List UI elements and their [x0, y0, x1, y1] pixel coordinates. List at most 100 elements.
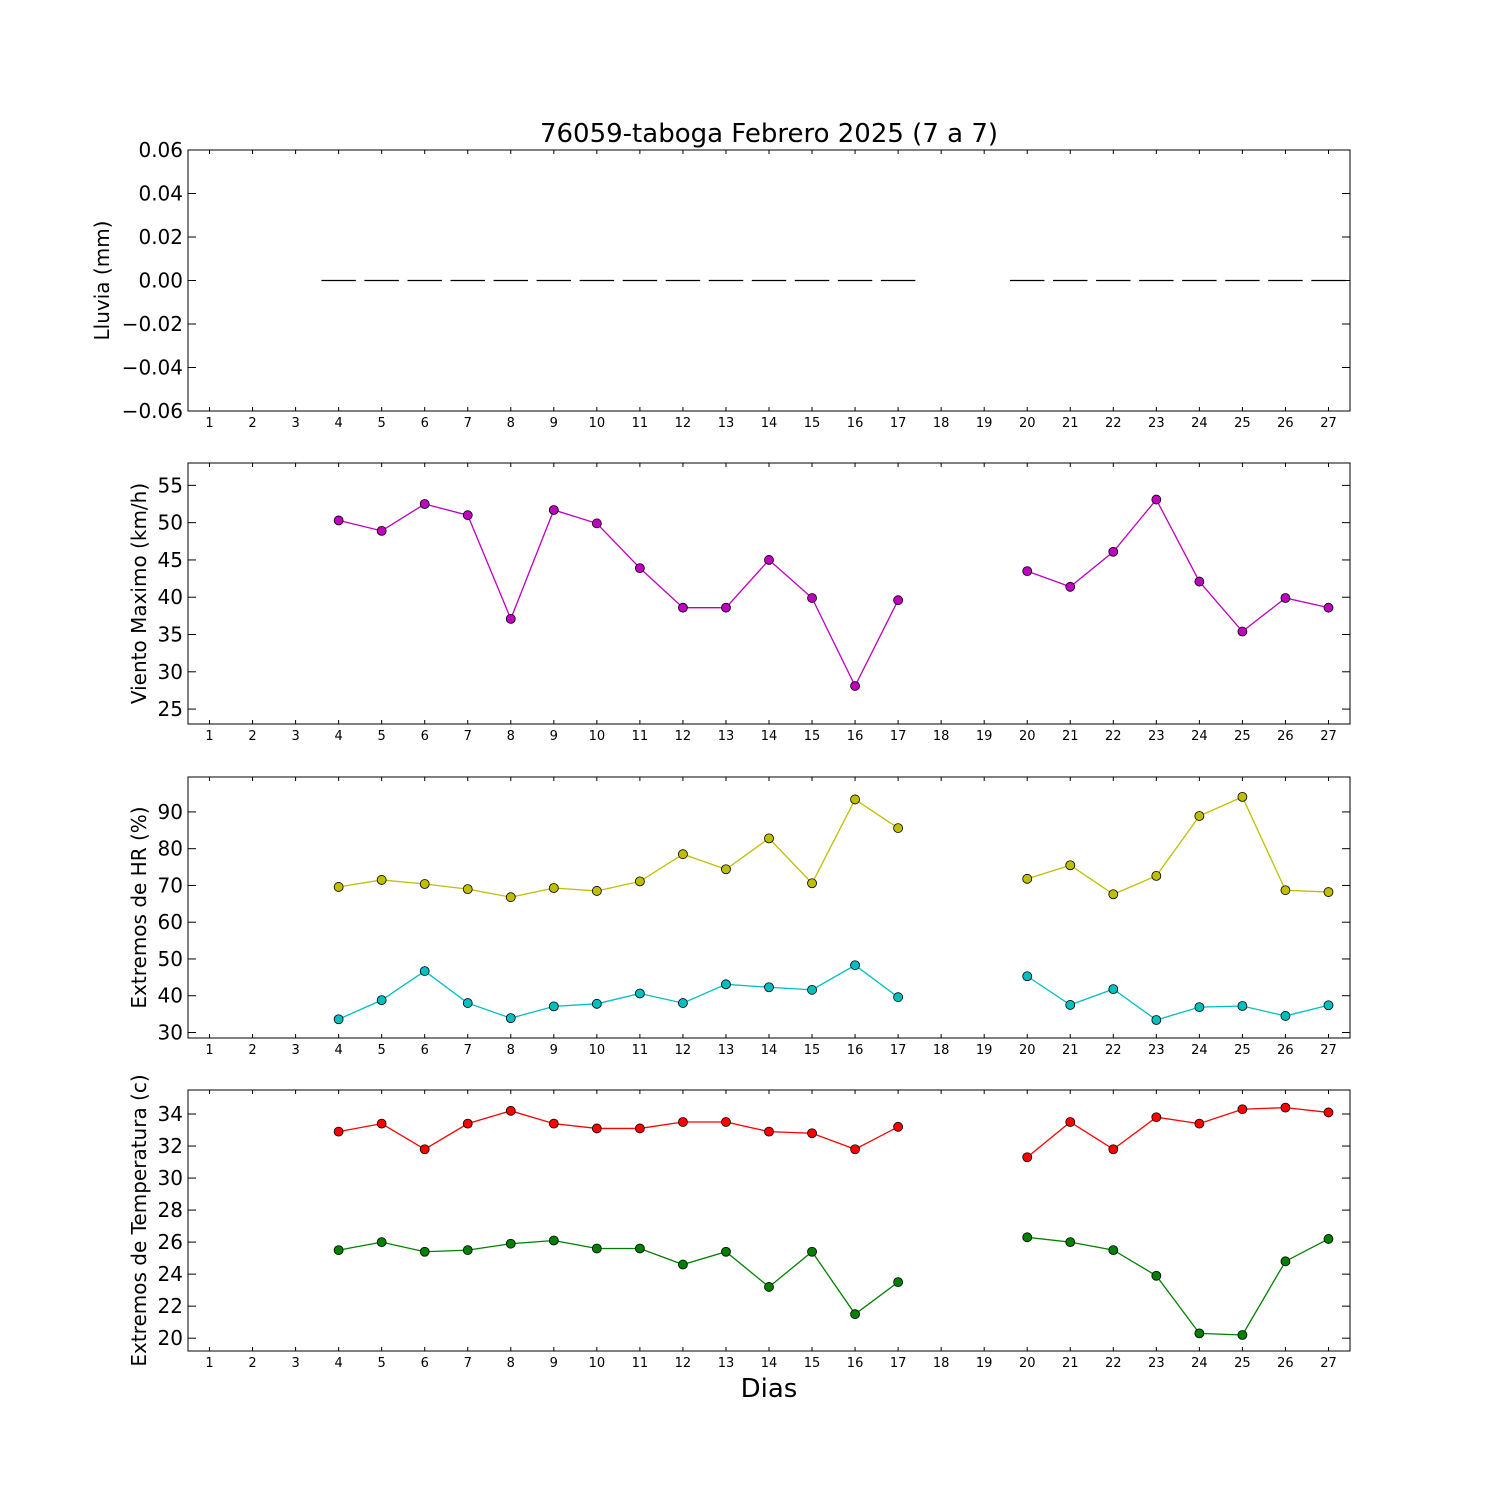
hr_min-point — [1151, 1015, 1162, 1025]
wind-series-line — [338, 498, 1329, 688]
rain-x-tick-label: 21 — [1062, 416, 1079, 431]
wind-point — [505, 613, 516, 624]
hr_min-point — [591, 998, 602, 1009]
temp_min-point — [678, 1259, 688, 1270]
hr_min-point — [1065, 1000, 1076, 1010]
wind-point — [333, 515, 344, 526]
rain-x-tick-label: 10 — [589, 416, 606, 431]
hr_max-series-line — [338, 795, 1329, 898]
hr-y-tick-label: 40 — [158, 984, 183, 1008]
x-axis-label: Dias — [741, 1374, 798, 1404]
hr_max-point — [850, 794, 860, 805]
temp_min-point — [1022, 1232, 1033, 1243]
hr_max-point — [807, 878, 817, 889]
temp_min-point — [462, 1245, 473, 1256]
wind-x-tick-label: 1 — [205, 729, 213, 744]
wind-x-tick-label: 19 — [976, 729, 993, 744]
hr-x-tick-label: 10 — [589, 1043, 606, 1058]
wind-x-tick-label: 2 — [248, 729, 256, 744]
wind-x-tick-label: 10 — [589, 729, 606, 744]
hr-x-tick-label: 5 — [378, 1043, 386, 1058]
wind-point — [419, 499, 430, 509]
temperature-x-tick-label: 12 — [675, 1356, 692, 1371]
wind-y-tick-label: 45 — [158, 548, 183, 572]
temperature-x-tick-label: 8 — [507, 1356, 515, 1371]
hr_min-point — [1022, 971, 1033, 982]
hr_min-point — [893, 992, 904, 1003]
wind-x-tick-label: 27 — [1320, 729, 1337, 744]
rain-x-tick-label: 12 — [675, 416, 692, 431]
temp_max-point — [1151, 1112, 1162, 1123]
rain-x-tick-label: 20 — [1019, 416, 1036, 431]
wind-point — [376, 525, 387, 536]
hr_min-point — [1280, 1011, 1291, 1021]
temp_max-point — [1194, 1118, 1205, 1129]
wind-x-tick-label: 24 — [1191, 729, 1208, 744]
rain-x-tick-label: 25 — [1234, 416, 1251, 431]
temperature-x-tick-label: 9 — [550, 1356, 558, 1371]
wind-x-tick-label: 20 — [1019, 729, 1036, 744]
hr-x-tick-label: 9 — [550, 1043, 558, 1058]
temperature-x-tick-label: 7 — [464, 1356, 472, 1371]
temp_min-point — [721, 1246, 731, 1257]
temperature-x-tick-label: 17 — [890, 1356, 907, 1371]
hr_max-point — [1022, 873, 1033, 884]
temp_min-point — [1065, 1237, 1076, 1248]
hr_min-point — [764, 982, 774, 993]
temp_max-point — [376, 1118, 387, 1129]
hr_min-point — [505, 1013, 516, 1024]
hr-x-tick-label: 12 — [675, 1043, 692, 1058]
temp_max-point — [1237, 1104, 1248, 1115]
hr_min-point — [634, 988, 645, 999]
rain-x-tick-label: 11 — [632, 416, 649, 431]
wind-point — [807, 593, 817, 603]
hr_max-point — [333, 882, 344, 892]
wind-point — [1237, 626, 1248, 637]
wind-point — [721, 602, 731, 613]
temperature-y-tick-label: 26 — [158, 1230, 183, 1254]
wind-point — [893, 595, 904, 606]
wind-point — [634, 563, 645, 574]
temperature-y-tick-label: 24 — [158, 1262, 183, 1286]
rain-x-tick-label: 13 — [718, 416, 735, 431]
wind-x-tick-label: 22 — [1105, 729, 1122, 744]
wind-x-tick-label: 11 — [632, 729, 649, 744]
hr-x-tick-label: 15 — [804, 1043, 821, 1058]
temperature-x-tick-label: 21 — [1062, 1356, 1079, 1371]
temp_max-point — [1323, 1107, 1334, 1118]
hr_min-point — [1108, 984, 1119, 995]
wind-x-tick-label: 8 — [507, 729, 515, 744]
chart-title: 76059-taboga Febrero 2025 (7 a 7) — [540, 119, 998, 149]
rain-y-tick-label: 0.06 — [138, 138, 183, 162]
wind-y-tick-label: 55 — [158, 473, 183, 497]
temperature-y-axis-label: Extremos de Temperatura (c) — [127, 1074, 151, 1366]
wind-point — [1065, 581, 1076, 592]
temp_max-point — [721, 1117, 731, 1127]
rain-x-tick-label: 14 — [761, 416, 778, 431]
hr_min-point — [376, 995, 387, 1006]
temperature-y-tick-label: 28 — [158, 1198, 183, 1222]
hr-x-tick-label: 21 — [1062, 1043, 1079, 1058]
hr_min-point — [850, 960, 860, 971]
temperature-y-tick-label: 22 — [158, 1294, 183, 1318]
temp_min-point — [807, 1246, 817, 1257]
wind-x-tick-label: 16 — [847, 729, 864, 744]
hr-x-tick-label: 2 — [248, 1043, 256, 1058]
wind-point — [462, 510, 473, 521]
rain-x-tick-label: 6 — [421, 416, 429, 431]
hr_max-point — [462, 884, 473, 895]
temp_min-point — [419, 1246, 430, 1257]
hr_max-point — [764, 833, 774, 844]
rain-x-tick-label: 19 — [976, 416, 993, 431]
temperature-y-tick-label: 34 — [158, 1102, 183, 1126]
wind-point — [678, 602, 688, 613]
temperature-x-tick-label: 14 — [761, 1356, 778, 1371]
hr_max-point — [1237, 791, 1248, 802]
hr-x-tick-label: 18 — [933, 1043, 950, 1058]
temperature-y-tick-label: 32 — [158, 1134, 183, 1158]
hr_min-point — [548, 1001, 559, 1012]
temp_max-point — [807, 1128, 817, 1139]
temperature-x-tick-label: 11 — [632, 1356, 649, 1371]
temp_min-point — [764, 1282, 774, 1292]
